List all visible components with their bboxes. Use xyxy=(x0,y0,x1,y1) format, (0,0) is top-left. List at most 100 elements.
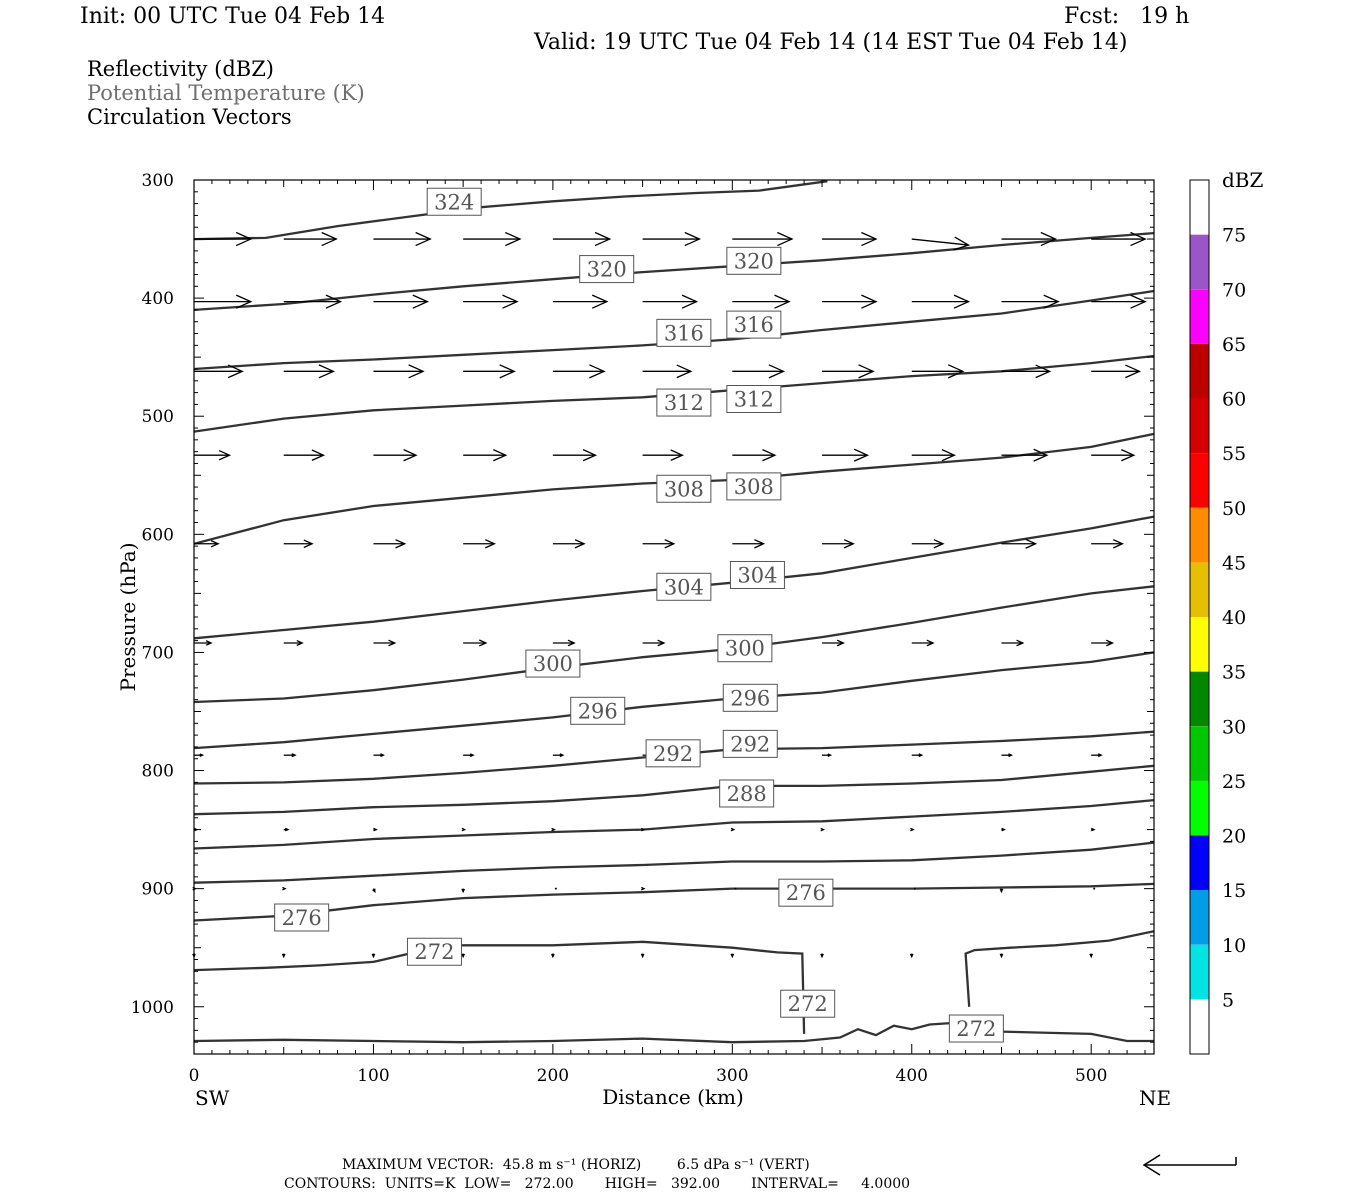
contour-label: 292 xyxy=(722,729,778,758)
theta-contour-272 xyxy=(964,930,1155,1007)
wind-vector xyxy=(463,294,519,309)
wind-vector xyxy=(551,827,556,832)
wind-vector xyxy=(552,639,576,647)
wind-vector xyxy=(463,753,475,758)
wind-vector xyxy=(1091,539,1125,549)
wind-vector xyxy=(642,639,666,647)
wind-vector xyxy=(373,364,425,379)
theta-contour-272 xyxy=(193,1020,1154,1044)
y-tick-label: 700 xyxy=(142,643,174,663)
svg-text:292: 292 xyxy=(730,732,770,756)
theta-contour-272 xyxy=(193,940,806,1034)
svg-text:304: 304 xyxy=(664,575,704,599)
wind-vector xyxy=(463,449,508,462)
x-tick-label: 500 xyxy=(1075,1066,1107,1086)
wind-vector xyxy=(911,639,935,647)
wind-vector xyxy=(911,294,971,309)
y-tick-label: 1000 xyxy=(131,998,174,1018)
svg-text:320: 320 xyxy=(734,249,774,273)
colorbar-label: 5 xyxy=(1222,989,1234,1011)
wind-vector xyxy=(1091,231,1147,247)
wind-vector xyxy=(194,364,244,379)
valid-time: Valid: 19 UTC Tue 04 Feb 14 (14 EST Tue … xyxy=(534,30,1128,55)
svg-text:300: 300 xyxy=(533,652,573,676)
theta-contour-280 xyxy=(193,841,1155,884)
wind-vector xyxy=(732,231,794,247)
colorbar-segment xyxy=(1190,835,1209,891)
svg-text:308: 308 xyxy=(664,477,704,501)
wind-vector xyxy=(641,827,646,832)
contour-label: 316 xyxy=(726,310,782,339)
colorbar-segment xyxy=(1190,289,1209,344)
y-axis-label: Pressure (hPa) xyxy=(116,543,140,692)
wind-vector xyxy=(194,294,253,309)
wind-vector xyxy=(194,449,232,461)
wind-vector xyxy=(283,231,338,247)
contours-note: CONTOURS: UNITS=K LOW= 272.00 HIGH= 392.… xyxy=(284,1176,911,1192)
colorbar-segment xyxy=(1190,507,1209,563)
contour-label: 320 xyxy=(579,255,635,284)
wind-vector xyxy=(463,364,516,379)
wind-vector xyxy=(552,364,606,379)
svg-text:316: 316 xyxy=(664,321,704,345)
wind-vector xyxy=(551,953,555,959)
wind-vector xyxy=(552,231,612,247)
wind-vector xyxy=(642,294,699,309)
colorbar-label: 45 xyxy=(1222,552,1246,574)
wind-vector xyxy=(822,448,870,462)
x-axis-label: Distance (km) xyxy=(602,1085,744,1109)
colorbar-segment xyxy=(1190,343,1209,399)
legend-potential-temperature: Potential Temperature (K) xyxy=(87,81,365,105)
theta-contour-284 xyxy=(193,798,1155,850)
wind-vector xyxy=(642,231,701,247)
wind-vector xyxy=(732,539,766,549)
wind-vector xyxy=(822,231,878,247)
wind-vector xyxy=(463,231,522,247)
wind-vector xyxy=(732,294,791,309)
wind-vector xyxy=(371,953,376,959)
svg-text:272: 272 xyxy=(788,992,828,1016)
wind-vector xyxy=(730,953,735,959)
colorbar-segment xyxy=(1190,617,1209,672)
wind-vector xyxy=(1001,294,1060,309)
wind-vector xyxy=(283,449,326,461)
svg-text:308: 308 xyxy=(734,475,774,499)
wind-vector xyxy=(911,449,956,462)
colorbar-label: 25 xyxy=(1222,771,1246,793)
colorbar: 5 10 15 20 25 30 35 40 45 50 55 60 65 70 75 xyxy=(1189,179,1246,1055)
wind-vector xyxy=(1001,639,1025,647)
wind-vector xyxy=(373,231,432,247)
wind-vector xyxy=(373,639,397,647)
colorbar-label: 20 xyxy=(1222,826,1246,848)
wind-vector xyxy=(552,753,565,758)
axes: 0 100 200 300 400 500 300 400 500 600 700 800 900 100… xyxy=(131,171,1154,1086)
svg-text:320: 320 xyxy=(587,258,627,282)
y-tick-label: 600 xyxy=(142,525,174,545)
contour-label: 308 xyxy=(656,474,712,503)
wind-vector xyxy=(1093,887,1096,890)
wind-vector xyxy=(911,236,971,251)
wind-vector xyxy=(642,364,693,379)
forecast-hour: Fcst: 19 h xyxy=(1064,4,1190,29)
wind-vector xyxy=(1091,364,1142,379)
contour-label: 276 xyxy=(778,878,834,907)
x-tick-label: 0 xyxy=(189,1066,200,1086)
wind-vector xyxy=(999,888,1004,894)
svg-text:272: 272 xyxy=(956,1017,996,1041)
colorbar-label: 55 xyxy=(1222,443,1246,465)
reference-vector-arrow xyxy=(1142,1154,1237,1176)
wind-vector xyxy=(283,753,297,758)
colorbar-label: 10 xyxy=(1222,935,1246,957)
colorbar-label: 15 xyxy=(1222,880,1246,902)
wind-vector xyxy=(554,887,557,890)
contour-label: 296 xyxy=(570,696,626,725)
wind-vector xyxy=(372,888,376,894)
svg-text:288: 288 xyxy=(727,782,767,806)
init-time: Init: 00 UTC Tue 04 Feb 14 xyxy=(80,4,386,29)
wind-vector xyxy=(1091,753,1103,758)
wind-vector xyxy=(283,827,290,832)
max-vector-note: MAXIMUM VECTOR: 45.8 m s⁻¹ (HORIZ) 6.5 d… xyxy=(342,1157,810,1173)
wind-vector xyxy=(1001,753,1014,758)
wind-vector xyxy=(822,364,875,379)
colorbar-segment xyxy=(1190,453,1209,508)
